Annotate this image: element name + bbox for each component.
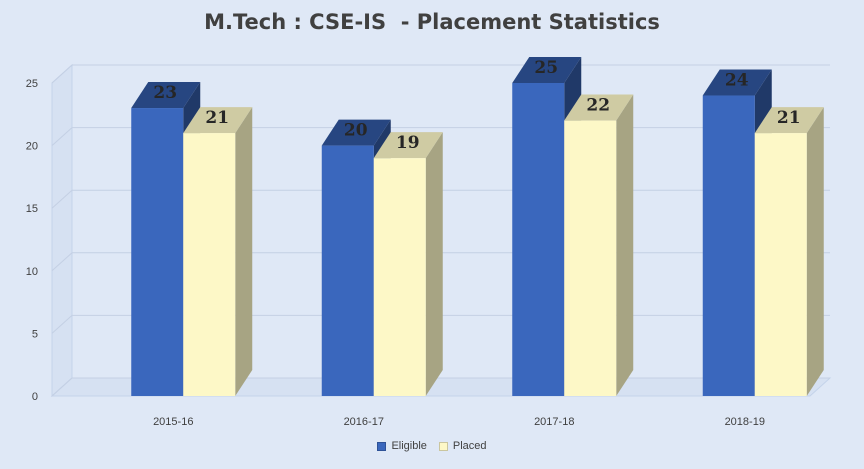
bar-top — [512, 57, 582, 83]
legend-item: Eligible — [377, 440, 427, 452]
y-tick-label: 20 — [26, 141, 38, 153]
data-label: 21 — [205, 108, 229, 128]
bar-top — [702, 69, 772, 96]
gridline-side — [51, 377, 73, 397]
bar — [564, 120, 617, 396]
bar — [183, 133, 236, 396]
bar-top — [131, 82, 201, 109]
legend-label: Placed — [452, 440, 487, 452]
bar — [373, 158, 426, 396]
gridline-side — [51, 127, 73, 146]
legend-item: Placed — [438, 440, 487, 452]
gridline-side — [51, 189, 73, 209]
gridline-side — [51, 64, 73, 84]
bar — [321, 145, 374, 396]
bar-side — [235, 107, 253, 396]
legend: Eligible Placed — [0, 440, 864, 454]
x-tick-label: 2016-17 — [344, 416, 384, 428]
bar — [754, 133, 807, 396]
data-label: 20 — [344, 121, 368, 141]
x-tick-label: 2015-16 — [153, 416, 193, 428]
bar-top — [321, 119, 391, 146]
bar-top — [373, 132, 443, 159]
data-label: 23 — [153, 83, 177, 103]
bar — [131, 108, 184, 396]
data-label: 25 — [534, 58, 558, 78]
y-tick-label: 5 — [32, 328, 38, 340]
legend-swatch — [377, 441, 387, 451]
side-wall — [51, 63, 73, 398]
gridline-side — [51, 315, 73, 334]
x-tick-label: 2018-19 — [725, 416, 765, 428]
y-tick-label: 15 — [26, 203, 38, 215]
y-tick-label: 10 — [26, 266, 38, 278]
bar-top — [754, 107, 824, 134]
data-label: 21 — [777, 108, 801, 128]
bar-side — [806, 107, 824, 396]
bar — [702, 95, 755, 397]
y-tick-label: 0 — [32, 391, 38, 403]
data-label: 22 — [586, 96, 610, 116]
y-tick-label: 25 — [26, 78, 38, 90]
chart-title: M.Tech : CSE-IS - Placement Statistics — [204, 10, 660, 34]
x-tick-label: 2017-18 — [534, 416, 574, 428]
legend-label: Eligible — [391, 440, 427, 452]
bar-top — [564, 94, 634, 121]
data-label: 24 — [725, 71, 749, 91]
gridline-side — [51, 252, 73, 272]
bar — [512, 83, 565, 396]
bar-side — [425, 132, 443, 396]
data-label: 19 — [396, 133, 420, 153]
bar-side — [616, 94, 634, 396]
legend-swatch — [438, 441, 448, 451]
bar-top — [183, 107, 253, 134]
